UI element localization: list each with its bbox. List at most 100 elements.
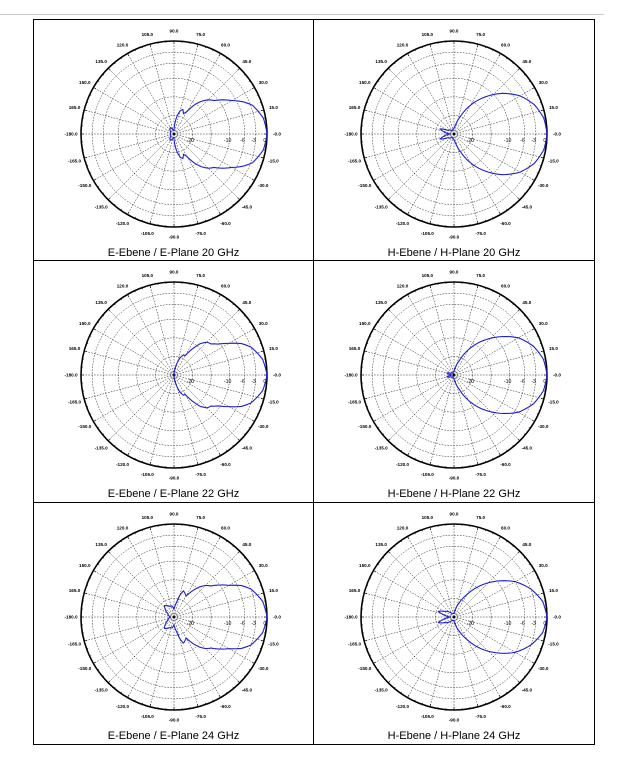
ring-tick xyxy=(102,433,105,436)
angle-label: 135.0 xyxy=(375,300,387,305)
ring-tick xyxy=(382,556,385,559)
radial-label: -10 xyxy=(504,621,512,627)
ring-tick xyxy=(127,294,130,298)
angle-spoke xyxy=(108,309,175,376)
ring-tick xyxy=(492,532,494,534)
ring-tick xyxy=(226,691,228,694)
angle-spoke xyxy=(173,616,255,664)
angle-label: -45.0 xyxy=(242,446,253,451)
ring-tick xyxy=(259,164,262,167)
angle-label: -75.0 xyxy=(475,714,486,719)
ring-tick xyxy=(218,294,221,298)
ring-tick xyxy=(197,462,199,466)
ring-tick xyxy=(102,73,105,76)
ring-tick xyxy=(232,62,235,65)
angle-label: 165.0 xyxy=(349,346,361,351)
ring-tick xyxy=(232,303,235,306)
ring-tick xyxy=(232,203,235,206)
angle-label: -90.0 xyxy=(449,476,460,481)
angle-spoke xyxy=(173,592,264,617)
chart-caption: E-Ebene / E-Plane 20 GHz xyxy=(107,247,240,259)
ring-tick xyxy=(113,62,116,65)
angle-spoke xyxy=(127,616,175,698)
angle-label: -15.0 xyxy=(548,400,559,405)
ring-tick xyxy=(113,203,116,206)
ring-tick xyxy=(120,540,122,542)
ring-tick xyxy=(259,406,262,408)
angle-label: -105.0 xyxy=(421,231,434,236)
angle-label: -105.0 xyxy=(141,714,154,719)
angle-label: 30.0 xyxy=(259,563,268,568)
angle-spoke xyxy=(388,550,455,617)
ring-tick xyxy=(218,211,221,215)
ring-tick xyxy=(108,438,111,442)
ring-tick xyxy=(382,675,385,677)
ring-tick xyxy=(484,219,487,222)
ring-tick xyxy=(539,164,542,167)
angle-spoke xyxy=(173,285,199,376)
angle-label: 75.0 xyxy=(476,273,485,278)
ring-tick xyxy=(536,172,539,174)
ring-tick xyxy=(108,68,111,71)
angle-spoke xyxy=(173,616,199,707)
ring-tick xyxy=(108,680,111,683)
ring-tick xyxy=(373,420,377,423)
ring-tick xyxy=(248,668,251,671)
ring-tick xyxy=(528,186,531,188)
ring-tick xyxy=(108,197,111,200)
ring-tick xyxy=(512,303,515,306)
angle-label: 90.0 xyxy=(170,511,179,516)
angle-label: 30.0 xyxy=(539,80,548,85)
angle-spoke xyxy=(127,133,175,215)
radial-label: -20 xyxy=(187,138,195,144)
ring-tick xyxy=(197,285,199,289)
ring-tick xyxy=(377,80,380,82)
radial-label: -6 xyxy=(240,379,245,385)
angle-spoke xyxy=(173,375,199,466)
ring-tick xyxy=(134,216,136,219)
ring-tick xyxy=(517,309,520,312)
angle-label: -150.0 xyxy=(358,666,371,671)
ring-tick xyxy=(400,540,402,542)
ring-tick xyxy=(540,350,544,353)
angle-label: -135.0 xyxy=(375,204,388,209)
ring-tick xyxy=(492,216,494,219)
angle-spoke xyxy=(453,375,535,423)
chart-caption: H-Ebene / H-Plane 24 GHz xyxy=(387,729,521,742)
angle-label: 60.0 xyxy=(221,284,230,289)
ring-tick xyxy=(377,321,380,324)
angle-spoke xyxy=(453,87,535,135)
ring-tick xyxy=(149,526,151,530)
angle-spoke xyxy=(373,375,455,423)
angle-label: 30.0 xyxy=(259,321,268,326)
angle-label: -105.0 xyxy=(421,714,434,719)
angle-label: 120.0 xyxy=(397,42,409,47)
ring-tick xyxy=(251,420,255,423)
ring-tick xyxy=(393,686,396,689)
angle-label: -75.0 xyxy=(475,472,486,477)
ring-tick xyxy=(528,563,531,565)
angle-label: -135.0 xyxy=(95,687,108,692)
angle-label: -120.0 xyxy=(396,221,409,226)
angle-label: 90.0 xyxy=(450,29,459,34)
angle-label: 150.0 xyxy=(359,80,371,85)
chart-cell-h-24ghz: -0.0 15.0 30.0 45.0 60.0 75.0 90.0 105.0 120.0 13… xyxy=(314,503,594,744)
angle-label: -150.0 xyxy=(358,424,371,429)
chart-cell-e-22ghz: -0.0 15.0 30.0 45.0 60.0 75.0 90.0 105.0 120.0 13… xyxy=(34,261,314,503)
angle-label: 15.0 xyxy=(269,346,278,351)
angle-label: -120.0 xyxy=(116,703,129,708)
angle-spoke xyxy=(453,133,520,200)
ring-tick xyxy=(102,556,105,559)
ring-tick xyxy=(141,287,144,290)
angle-label: -60.0 xyxy=(500,462,511,467)
ring-tick xyxy=(429,44,431,48)
ring-tick xyxy=(204,287,207,290)
ring-tick xyxy=(204,702,207,705)
angle-spoke xyxy=(173,351,264,376)
angle-label: -45.0 xyxy=(522,204,533,209)
ring-tick xyxy=(388,197,391,200)
ring-tick xyxy=(477,462,479,466)
ring-tick xyxy=(86,101,89,104)
angle-label: 15.0 xyxy=(549,105,558,110)
ring-tick xyxy=(141,461,144,463)
